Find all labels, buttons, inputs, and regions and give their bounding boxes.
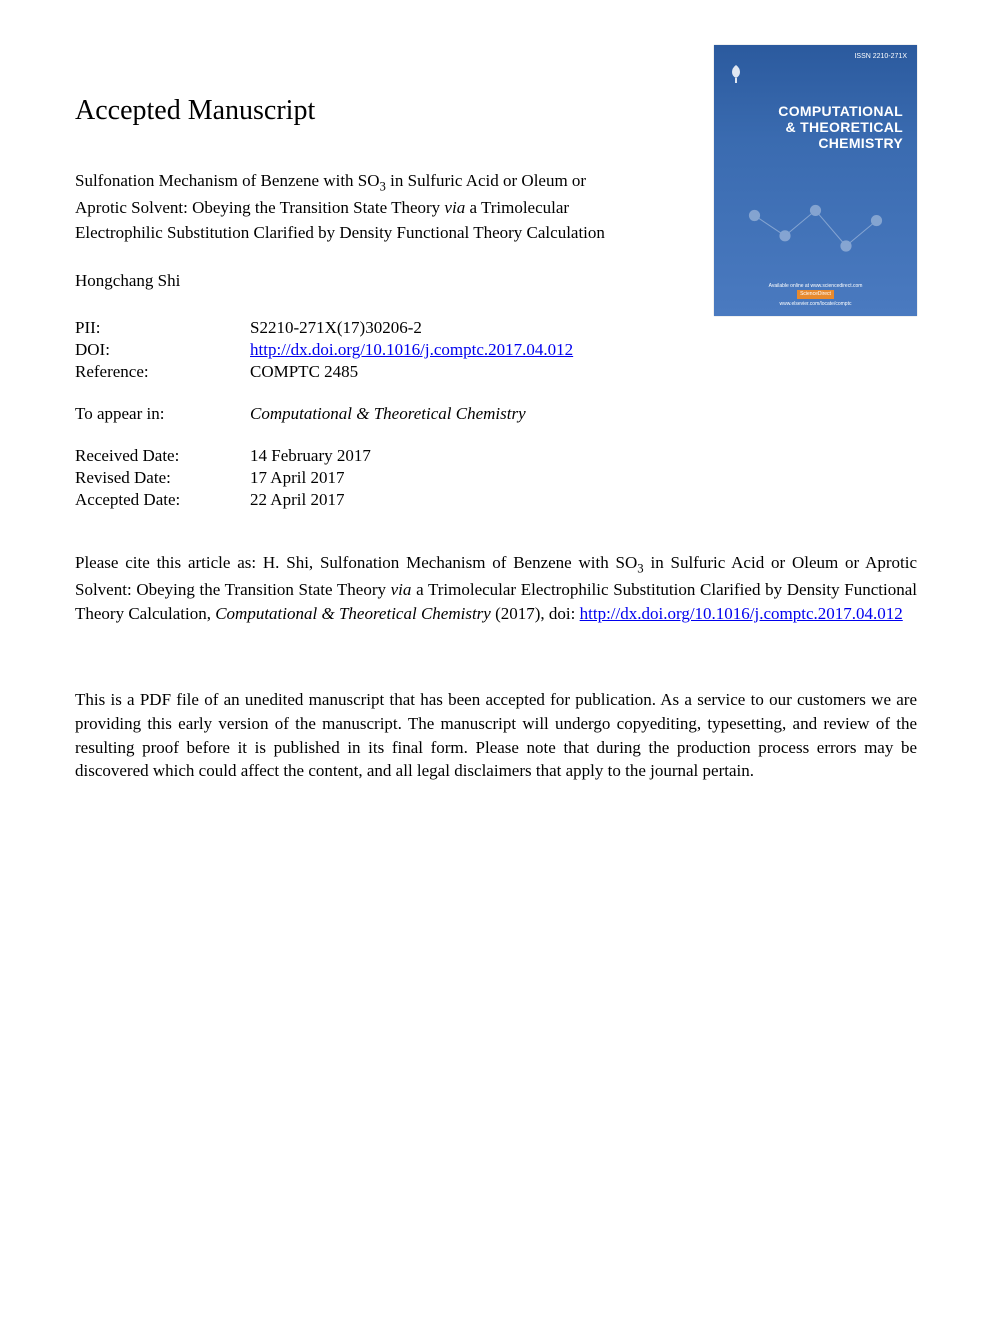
elsevier-tree-icon bbox=[726, 63, 746, 85]
article-title: Sulfonation Mechanism of Benzene with SO… bbox=[75, 169, 630, 245]
meta-row-pii: PII: S2210-271X(17)30206-2 bbox=[75, 317, 573, 339]
cite-via: via bbox=[391, 580, 412, 599]
meta-label-appear: To appear in: bbox=[75, 403, 250, 425]
meta-value-revised: 17 April 2017 bbox=[250, 467, 573, 489]
cover-issn: ISSN 2210-271X bbox=[854, 53, 907, 60]
meta-value-received: 14 February 2017 bbox=[250, 445, 573, 467]
author-list: Hongchang Shi bbox=[75, 271, 694, 291]
meta-row-doi: DOI: http://dx.doi.org/10.1016/j.comptc.… bbox=[75, 339, 573, 361]
meta-value-accepted: 22 April 2017 bbox=[250, 489, 573, 511]
doi-link[interactable]: http://dx.doi.org/10.1016/j.comptc.2017.… bbox=[250, 340, 573, 359]
page-container: Accepted Manuscript Sulfonation Mechanis… bbox=[0, 0, 992, 860]
meta-row-appear: To appear in: Computational & Theoretica… bbox=[75, 403, 573, 425]
meta-row-revised: Revised Date: 17 April 2017 bbox=[75, 467, 573, 489]
cite-year: (2017), doi: bbox=[491, 604, 580, 623]
cite-prefix: Please cite this article as: H. Shi, Sul… bbox=[75, 553, 637, 572]
meta-label-reference: Reference: bbox=[75, 361, 250, 383]
cite-journal: Computational & Theoretical Chemistry bbox=[215, 604, 491, 623]
meta-label-doi: DOI: bbox=[75, 339, 250, 361]
meta-label-accepted: Accepted Date: bbox=[75, 489, 250, 511]
cover-title-line1: COMPUTATIONAL bbox=[778, 103, 903, 119]
left-column: Accepted Manuscript Sulfonation Mechanis… bbox=[75, 95, 714, 511]
cover-footer-url: www.elsevier.com/locate/comptc bbox=[780, 301, 852, 307]
meta-label-revised: Revised Date: bbox=[75, 467, 250, 489]
disclaimer-text: This is a PDF file of an unedited manusc… bbox=[75, 688, 917, 783]
cover-title-line3: CHEMISTRY bbox=[818, 135, 903, 151]
meta-row-reference: Reference: COMPTC 2485 bbox=[75, 361, 573, 383]
header-row: Accepted Manuscript Sulfonation Mechanis… bbox=[75, 95, 917, 511]
title-via: via bbox=[444, 198, 465, 217]
title-text-pre: Sulfonation Mechanism of Benzene with SO bbox=[75, 171, 380, 190]
cover-journal-title: COMPUTATIONAL & THEORETICAL CHEMISTRY bbox=[778, 103, 903, 151]
meta-label-pii: PII: bbox=[75, 317, 250, 339]
meta-value-reference: COMPTC 2485 bbox=[250, 361, 573, 383]
cover-footer: Available online at www.sciencedirect.co… bbox=[714, 283, 917, 308]
cover-sciencedirect-badge: ScienceDirect bbox=[797, 290, 834, 299]
meta-value-appear: Computational & Theoretical Chemistry bbox=[250, 403, 573, 425]
page-heading: Accepted Manuscript bbox=[75, 95, 694, 127]
metadata-table: PII: S2210-271X(17)30206-2 DOI: http://d… bbox=[75, 317, 573, 511]
cover-title-line2: & THEORETICAL bbox=[786, 119, 903, 135]
meta-row-received: Received Date: 14 February 2017 bbox=[75, 445, 573, 467]
journal-cover: ISSN 2210-271X COMPUTATIONAL & THEORETIC… bbox=[714, 45, 917, 316]
meta-row-accepted: Accepted Date: 22 April 2017 bbox=[75, 489, 573, 511]
cover-molecule-art-icon bbox=[724, 185, 907, 277]
citation-block: Please cite this article as: H. Shi, Sul… bbox=[75, 551, 917, 626]
meta-label-received: Received Date: bbox=[75, 445, 250, 467]
citation-doi-link[interactable]: http://dx.doi.org/10.1016/j.comptc.2017.… bbox=[580, 604, 903, 623]
meta-value-pii: S2210-271X(17)30206-2 bbox=[250, 317, 573, 339]
cover-footer-top: Available online at www.sciencedirect.co… bbox=[769, 283, 863, 289]
